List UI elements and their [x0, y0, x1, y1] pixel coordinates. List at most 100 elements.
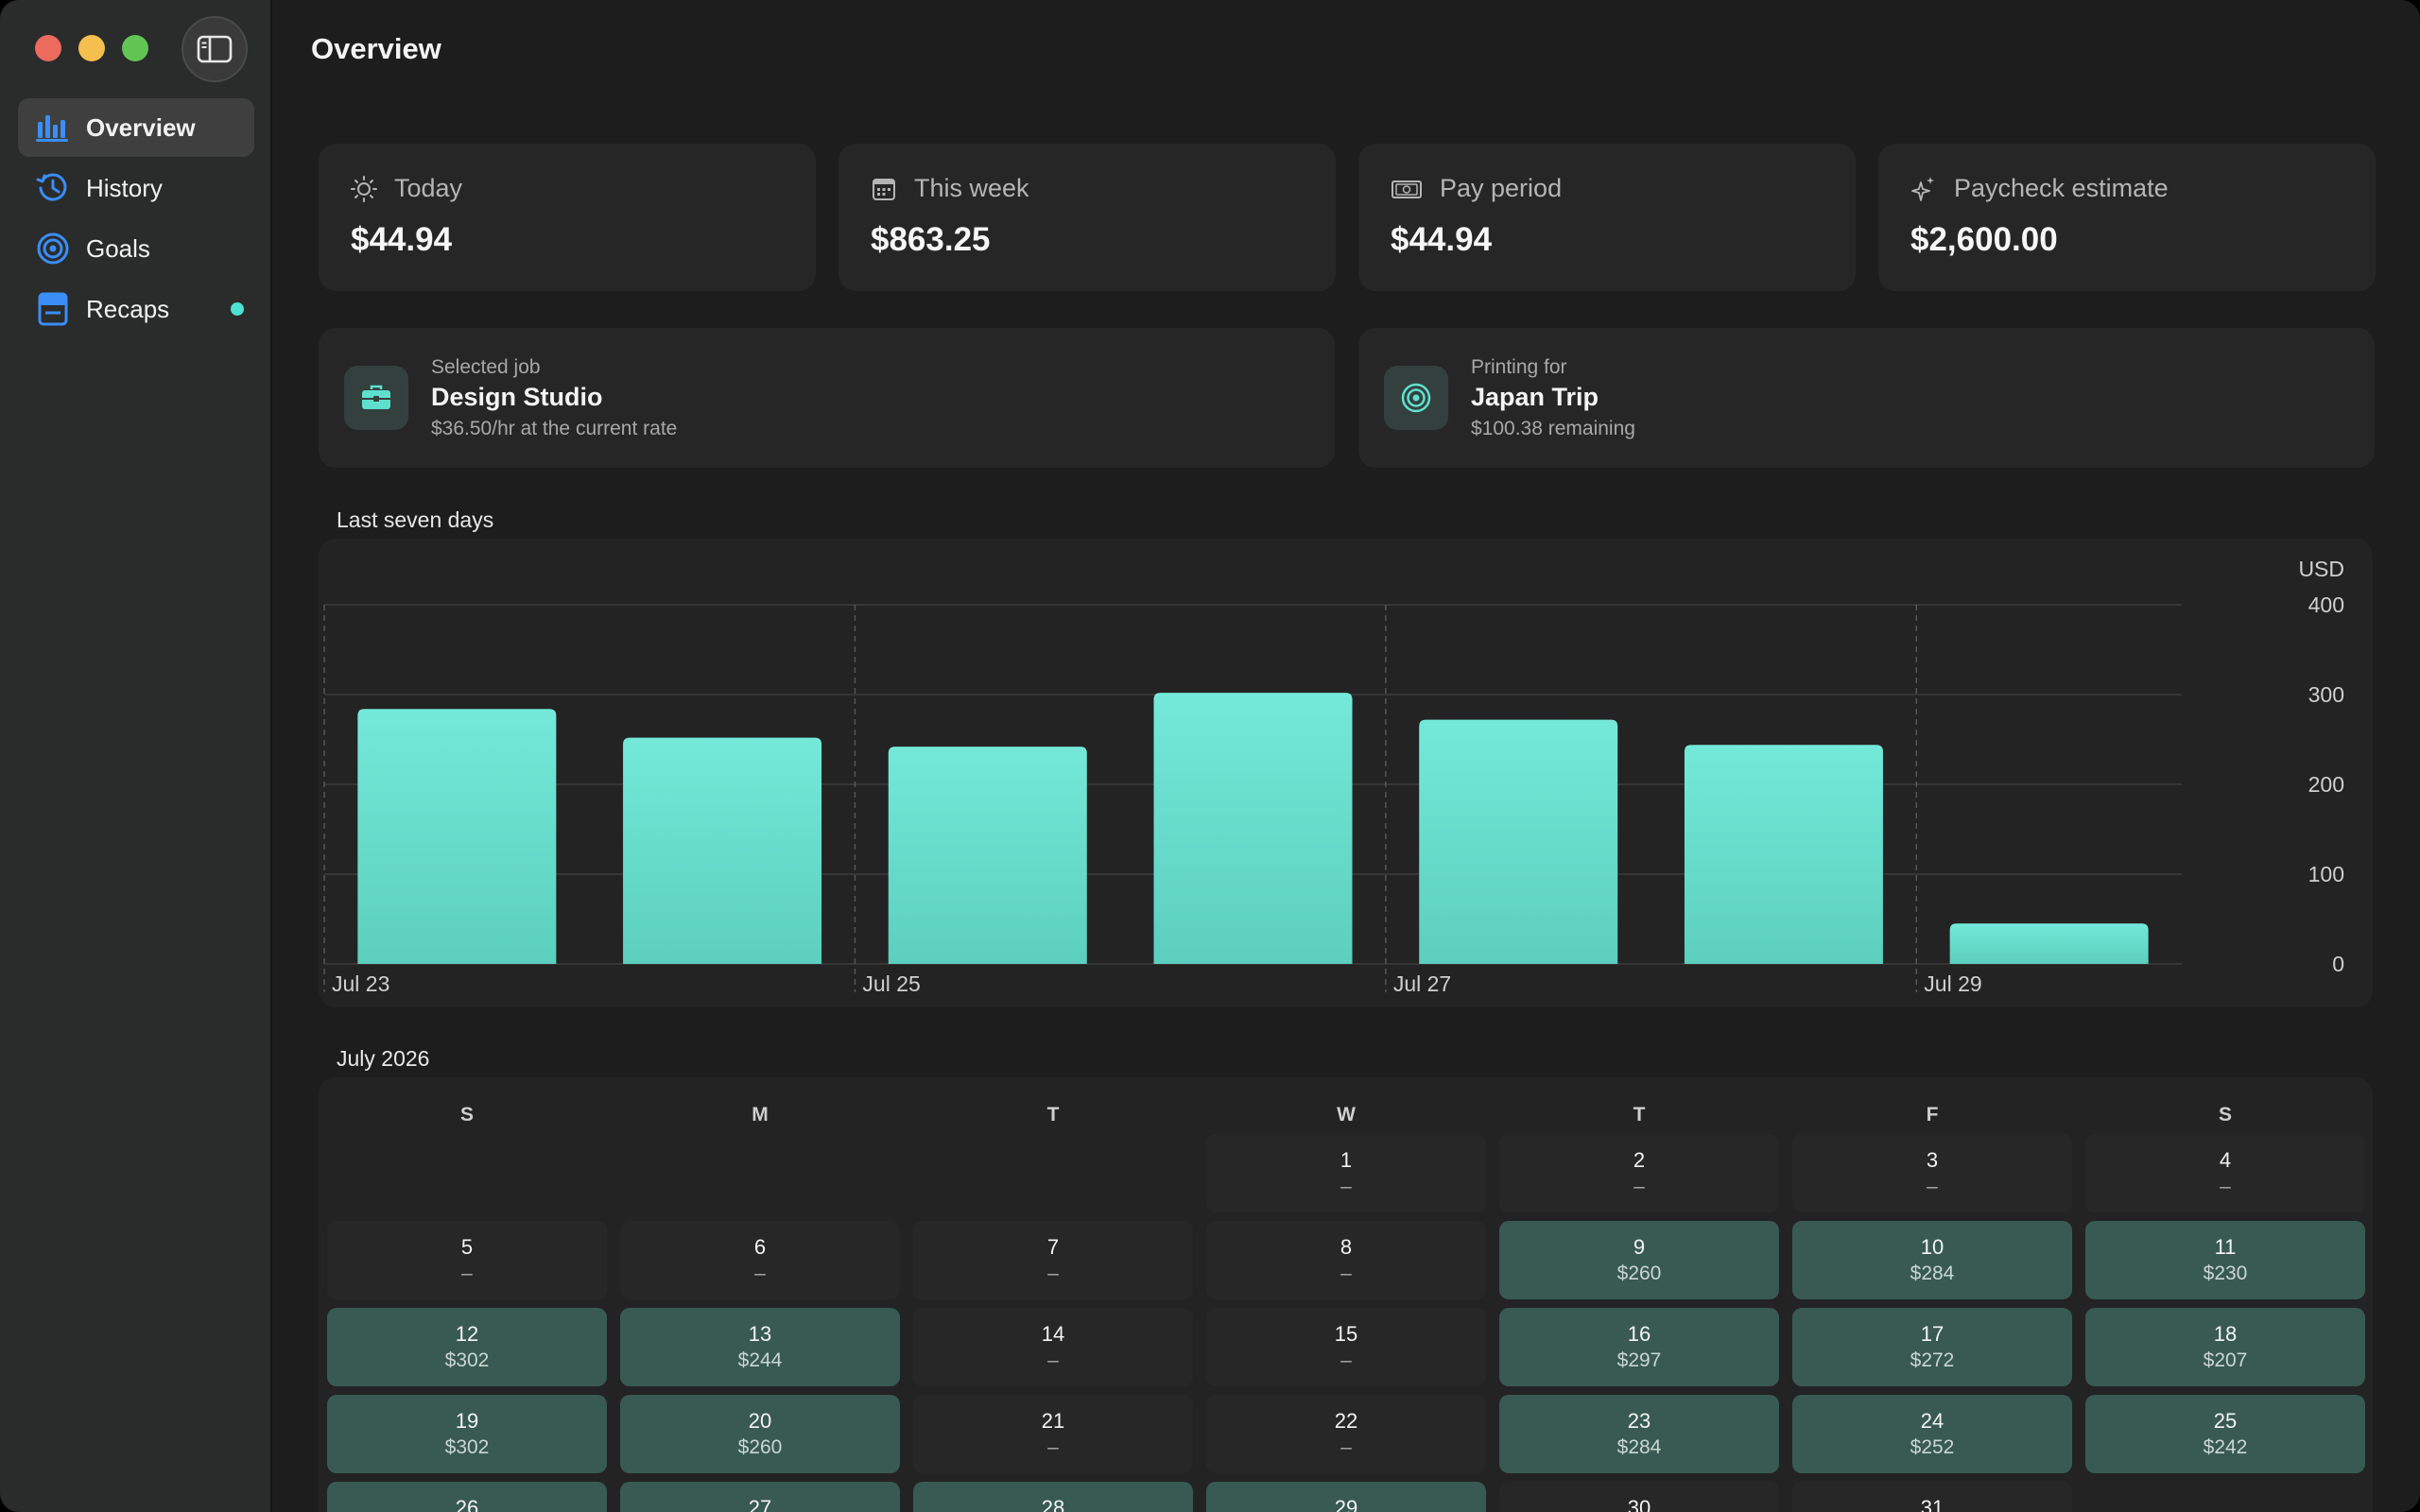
sidebar-item-recaps[interactable]: Recaps	[18, 280, 254, 338]
day-amount: –	[1927, 1176, 1938, 1197]
sidebar-item-label: History	[86, 173, 163, 202]
weekday-header: T	[1633, 1104, 1646, 1125]
sidebar-item-label: Overview	[86, 112, 196, 142]
calendar-day[interactable]: 30	[1499, 1482, 1779, 1512]
calendar-day[interactable]: 17 $272	[1792, 1308, 2072, 1386]
sidebar-toggle-button[interactable]	[182, 16, 248, 82]
calendar-day[interactable]: 24 $252	[1792, 1395, 2072, 1473]
calendar-icon	[873, 178, 895, 200]
calendar-day[interactable]: 13 $244	[620, 1308, 900, 1386]
day-amount: –	[754, 1263, 766, 1284]
stat-value: $2,600.00	[1910, 221, 2058, 258]
day-amount: $244	[737, 1349, 783, 1371]
day-number: 29	[1334, 1496, 1358, 1512]
stat-card-pay-period: Pay period $44.94	[1358, 144, 1856, 291]
day-amount: $272	[1910, 1349, 1955, 1371]
main-content: Overview Today $44.94	[274, 0, 2420, 1512]
calendar-day[interactable]: 27	[620, 1482, 900, 1512]
day-number: 25	[2213, 1409, 2238, 1433]
calendar-day[interactable]: 16 $297	[1499, 1308, 1779, 1386]
calendar-day[interactable]: 19 $302	[327, 1395, 607, 1473]
sidebar-item-history[interactable]: History	[18, 159, 254, 217]
calendar-day[interactable]: 2–	[1499, 1134, 1779, 1212]
calendar-day[interactable]: 12 $302	[327, 1308, 607, 1386]
calendar-day[interactable]: 9 $260	[1499, 1221, 1779, 1299]
calendar-day[interactable]: 18 $207	[2085, 1308, 2365, 1386]
goal-card[interactable]: Printing for Japan Trip $100.38 remainin…	[1358, 328, 2375, 468]
day-amount: –	[1047, 1263, 1059, 1284]
clock-history-icon	[36, 171, 70, 205]
calendar-day[interactable]: 4–	[2085, 1134, 2365, 1212]
minimize-window-button[interactable]	[78, 35, 105, 61]
day-number: 27	[748, 1496, 772, 1512]
calendar-day[interactable]: 14 –	[913, 1308, 1193, 1386]
day-number: 22	[1334, 1409, 1358, 1433]
day-number: 18	[2213, 1322, 2238, 1346]
bar-chart: 0 100 200 300 400 USD Jul 23 Jul 25 Jul 27 Jul 29	[323, 557, 2344, 996]
day-number: 4	[2219, 1148, 2232, 1172]
weekday-header: F	[1926, 1104, 1939, 1125]
sidebar-toggle-icon	[197, 35, 233, 63]
book-icon	[36, 292, 70, 326]
day-number: 12	[455, 1322, 479, 1346]
day-number: 31	[1920, 1496, 1945, 1512]
briefcase-icon	[344, 366, 408, 430]
job-name: Design Studio	[431, 383, 603, 411]
day-amount: $297	[1616, 1349, 1662, 1371]
day-amount: –	[1634, 1176, 1645, 1197]
weekday-header: T	[1046, 1104, 1060, 1125]
stat-card-paycheck-estimate: Paycheck estimate $2,600.00	[1878, 144, 2376, 291]
calendar-day[interactable]: 11 $230	[2085, 1221, 2365, 1299]
y-tick-label: 400	[2308, 593, 2344, 617]
stat-label: Pay period	[1440, 174, 1563, 202]
zoom-window-button[interactable]	[122, 35, 148, 61]
chart-bar	[888, 747, 1087, 964]
selected-job-card[interactable]: Selected job Design Studio $36.50/hr at …	[319, 328, 1335, 468]
day-number: 19	[455, 1409, 479, 1433]
month-calendar: S M T W T F S 1–2–3–4–5–6–7–8–9 $260 10 $284 11 $230…	[319, 1077, 2373, 1512]
day-amount: $302	[444, 1349, 490, 1371]
calendar-day[interactable]: 29	[1206, 1482, 1486, 1512]
calendar-day[interactable]: 31	[1792, 1482, 2072, 1512]
calendar-day[interactable]: 1–	[1206, 1134, 1486, 1212]
day-amount: –	[2220, 1176, 2231, 1197]
calendar-day[interactable]: 6–	[620, 1221, 900, 1299]
day-number: 30	[1627, 1496, 1651, 1512]
job-rate: $36.50/hr at the current rate	[431, 418, 678, 439]
day-number: 10	[1920, 1235, 1945, 1259]
calendar-day[interactable]: 5–	[327, 1221, 607, 1299]
calendar-day[interactable]: 10 $284	[1792, 1221, 2072, 1299]
day-number: 9	[1633, 1235, 1646, 1259]
day-amount: $207	[2203, 1349, 2248, 1371]
day-number: 7	[1046, 1235, 1060, 1259]
calendar-day[interactable]: 20 $260	[620, 1395, 900, 1473]
day-number: 16	[1627, 1322, 1651, 1346]
calendar-day[interactable]: 25 $242	[2085, 1395, 2365, 1473]
calendar-day[interactable]: 28	[913, 1482, 1193, 1512]
calendar-day[interactable]: 15 –	[1206, 1308, 1486, 1386]
day-number: 23	[1627, 1409, 1651, 1433]
chart-bar	[357, 709, 557, 964]
sidebar-item-overview[interactable]: Overview	[18, 98, 254, 157]
calendar-day[interactable]: 22 –	[1206, 1395, 1486, 1473]
calendar-day[interactable]: 26	[327, 1482, 607, 1512]
day-number: 28	[1041, 1496, 1065, 1512]
calendar-day[interactable]: 23 $284	[1499, 1395, 1779, 1473]
calendar-day[interactable]: 7–	[913, 1221, 1193, 1299]
day-amount: $252	[1910, 1436, 1955, 1458]
sidebar-item-label: Recaps	[86, 294, 170, 323]
day-amount: –	[461, 1263, 473, 1284]
sidebar-item-goals[interactable]: Goals	[18, 219, 254, 278]
calendar-day[interactable]: 21 –	[913, 1395, 1193, 1473]
sidebar: Overview History	[0, 0, 272, 1512]
day-amount: –	[1047, 1436, 1059, 1458]
close-window-button[interactable]	[35, 35, 61, 61]
page-title: Overview	[311, 32, 441, 65]
day-amount: –	[1340, 1176, 1352, 1197]
calendar-day[interactable]: 8–	[1206, 1221, 1486, 1299]
x-tick-label: Jul 27	[1393, 971, 1451, 996]
chart-bar	[1684, 745, 1883, 964]
day-amount: $260	[737, 1436, 783, 1458]
calendar-day[interactable]: 3–	[1792, 1134, 2072, 1212]
